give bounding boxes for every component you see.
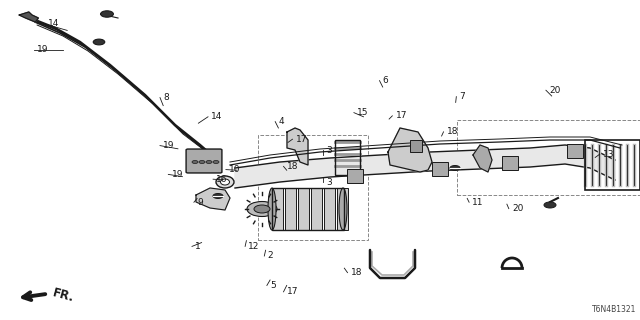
Polygon shape — [388, 128, 432, 172]
Ellipse shape — [216, 176, 234, 188]
Bar — [285, 188, 296, 230]
Text: 14: 14 — [211, 112, 223, 121]
Text: 11: 11 — [472, 198, 484, 207]
Text: 7: 7 — [460, 92, 465, 101]
Circle shape — [247, 202, 277, 217]
Text: 17: 17 — [396, 111, 407, 120]
Bar — [298, 188, 309, 230]
Bar — [585, 140, 640, 190]
Text: 3: 3 — [326, 146, 332, 155]
Bar — [410, 140, 422, 152]
Text: 19: 19 — [172, 170, 183, 179]
Bar — [337, 188, 348, 230]
Text: 4: 4 — [278, 117, 284, 126]
Polygon shape — [235, 145, 615, 188]
Bar — [335, 140, 360, 175]
Text: 3: 3 — [326, 178, 332, 187]
Ellipse shape — [339, 188, 347, 230]
Polygon shape — [19, 12, 38, 22]
Bar — [324, 188, 335, 230]
Circle shape — [192, 161, 198, 164]
Bar — [272, 188, 283, 230]
Circle shape — [213, 161, 219, 164]
Text: 19: 19 — [37, 45, 49, 54]
Text: 13: 13 — [603, 150, 614, 159]
Text: 17: 17 — [296, 135, 307, 144]
Text: 19: 19 — [163, 141, 175, 150]
Bar — [272, 188, 344, 230]
Polygon shape — [196, 188, 230, 210]
Bar — [311, 188, 322, 230]
Text: 9: 9 — [197, 198, 203, 207]
Circle shape — [199, 161, 205, 164]
Bar — [347, 169, 363, 183]
Text: 14: 14 — [48, 20, 60, 28]
Circle shape — [544, 202, 556, 208]
Ellipse shape — [268, 188, 276, 230]
Bar — [432, 162, 448, 176]
Text: 17: 17 — [287, 287, 298, 296]
Polygon shape — [473, 145, 492, 172]
Bar — [502, 156, 518, 170]
Text: 1: 1 — [195, 242, 201, 251]
Text: 18: 18 — [351, 268, 362, 277]
Text: FR.: FR. — [51, 286, 76, 304]
Text: 10: 10 — [229, 165, 241, 174]
Text: 20: 20 — [549, 86, 561, 95]
Circle shape — [254, 205, 270, 213]
Circle shape — [100, 11, 113, 17]
Text: 18: 18 — [287, 162, 298, 171]
Bar — [258, 135, 368, 240]
Bar — [457, 120, 640, 195]
Ellipse shape — [221, 179, 230, 185]
Circle shape — [206, 161, 212, 164]
Circle shape — [213, 194, 223, 198]
Text: T6N4B1321: T6N4B1321 — [593, 305, 637, 314]
Bar — [567, 144, 583, 158]
Text: 8: 8 — [163, 93, 169, 102]
Circle shape — [450, 165, 460, 171]
Circle shape — [93, 39, 105, 45]
Text: 6: 6 — [383, 76, 388, 85]
FancyBboxPatch shape — [186, 149, 222, 173]
Text: 16: 16 — [216, 175, 228, 184]
Text: 18: 18 — [447, 127, 458, 136]
Text: 20: 20 — [512, 204, 524, 213]
Text: 12: 12 — [248, 242, 260, 251]
Text: 5: 5 — [270, 281, 276, 290]
Text: 2: 2 — [268, 252, 273, 260]
Text: 15: 15 — [357, 108, 369, 117]
Polygon shape — [287, 128, 308, 165]
